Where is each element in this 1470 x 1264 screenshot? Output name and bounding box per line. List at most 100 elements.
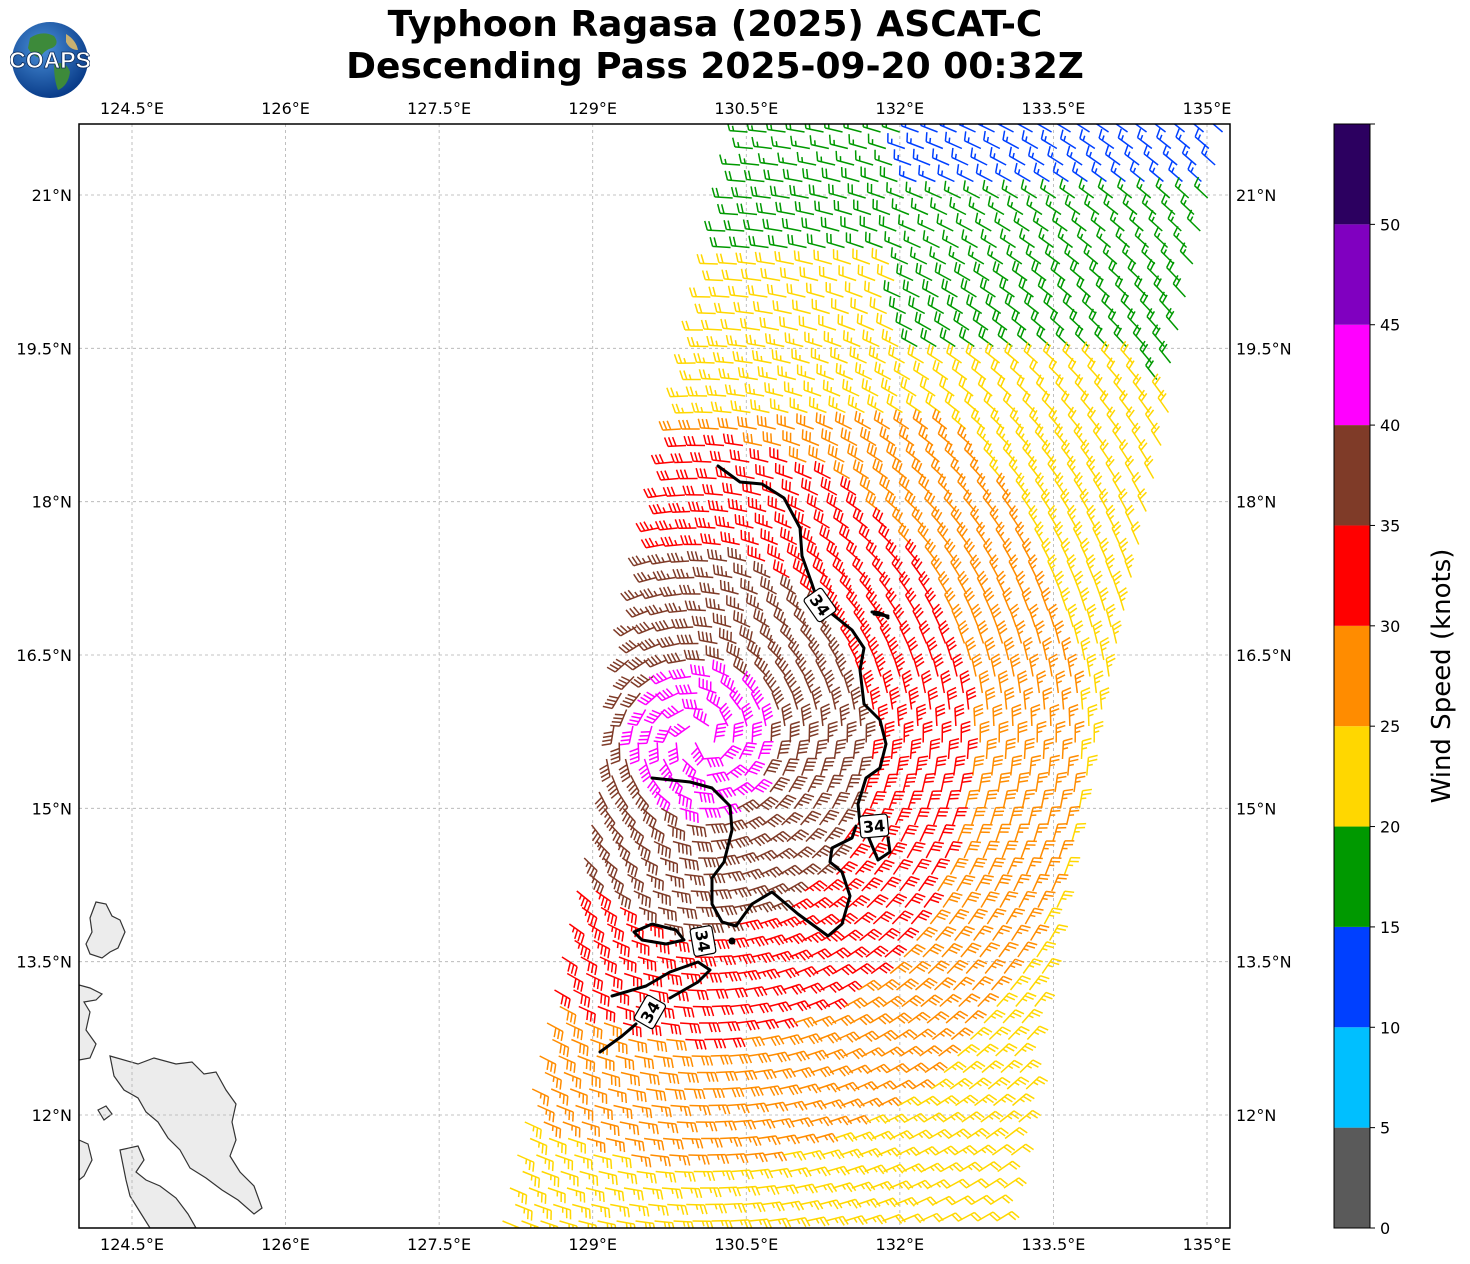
wind-barb bbox=[930, 457, 946, 480]
wind-barb bbox=[1008, 456, 1022, 479]
wind-barb bbox=[1034, 521, 1045, 545]
wind-barb bbox=[948, 908, 970, 925]
wind-barb bbox=[657, 1121, 679, 1134]
wind-barb bbox=[1012, 1093, 1035, 1107]
wind-barb bbox=[923, 892, 945, 908]
wind-barb bbox=[778, 316, 799, 331]
wind-barb bbox=[985, 1127, 1009, 1140]
lon-tick-bottom: 127.5°E bbox=[407, 1235, 471, 1254]
wind-barb bbox=[741, 670, 756, 694]
wind-barb bbox=[734, 1069, 758, 1081]
wind-barb bbox=[794, 461, 812, 480]
wind-barb bbox=[906, 132, 925, 150]
wind-barb bbox=[806, 541, 823, 562]
wind-barb bbox=[771, 349, 791, 364]
wind-barb bbox=[996, 1210, 1020, 1222]
wind-barb bbox=[705, 645, 724, 661]
wind-barb bbox=[724, 1202, 747, 1213]
wind-barb bbox=[621, 808, 636, 831]
wind-barb bbox=[1061, 737, 1073, 760]
wind-barb bbox=[610, 1203, 630, 1218]
wind-barb bbox=[832, 1182, 857, 1193]
wind-barb bbox=[673, 1005, 695, 1018]
wind-barb bbox=[665, 873, 685, 889]
wind-barb bbox=[742, 432, 763, 447]
wind-barb bbox=[951, 408, 967, 430]
wind-barb bbox=[627, 1088, 647, 1103]
wind-barb bbox=[704, 220, 726, 232]
wind-barb bbox=[843, 124, 862, 133]
wind-barb bbox=[1071, 210, 1087, 232]
wind-barb bbox=[980, 228, 997, 249]
wind-barb bbox=[786, 829, 810, 843]
wind-barb bbox=[1093, 373, 1107, 397]
wind-barb bbox=[750, 186, 771, 199]
wind-barb bbox=[1080, 687, 1091, 710]
wind-barb bbox=[949, 857, 969, 875]
wind-barb bbox=[856, 1198, 881, 1209]
wind-barb bbox=[680, 535, 702, 546]
wind-barb bbox=[1022, 439, 1035, 463]
wind-barb bbox=[775, 967, 800, 979]
wind-barb bbox=[771, 686, 785, 710]
wind-barb bbox=[970, 407, 986, 430]
wind-barb bbox=[907, 344, 924, 364]
wind-barb bbox=[1078, 788, 1093, 809]
wind-barb bbox=[1092, 521, 1102, 545]
colorbar-bin bbox=[1334, 124, 1370, 225]
wind-barb bbox=[868, 345, 886, 364]
wind-barb bbox=[813, 460, 831, 480]
wind-barb bbox=[612, 675, 635, 691]
wind-barb bbox=[1050, 260, 1066, 282]
wind-barb bbox=[729, 686, 744, 710]
wind-barb bbox=[1016, 325, 1032, 348]
wind-barb bbox=[1099, 537, 1109, 562]
wind-barb bbox=[1117, 128, 1134, 150]
colorbar-bin bbox=[1334, 1127, 1370, 1228]
wind-barb bbox=[678, 584, 701, 595]
wind-barb bbox=[845, 232, 864, 249]
wind-barb bbox=[743, 816, 767, 830]
wind-barb bbox=[1075, 124, 1090, 133]
wind-barb bbox=[940, 670, 952, 694]
wind-barb bbox=[666, 1038, 687, 1051]
wind-barb bbox=[796, 364, 816, 381]
wind-barb bbox=[1015, 992, 1037, 1007]
wind-barb bbox=[983, 789, 999, 809]
wind-barb bbox=[831, 791, 851, 809]
wind-barb bbox=[946, 1178, 971, 1189]
wind-barb bbox=[947, 738, 960, 760]
wind-barb bbox=[628, 1038, 648, 1054]
wind-barb bbox=[684, 600, 706, 612]
wind-barb bbox=[978, 670, 990, 694]
wind-barb bbox=[823, 124, 843, 133]
wind-barb bbox=[1018, 890, 1037, 908]
wind-barb bbox=[820, 620, 833, 644]
wind-barb bbox=[940, 772, 955, 793]
wind-barb bbox=[741, 702, 754, 727]
wind-barb bbox=[992, 703, 1003, 727]
wind-barb bbox=[1021, 488, 1033, 512]
lat-tick-right: 16.5°N bbox=[1236, 646, 1292, 665]
wind-barb bbox=[672, 1055, 694, 1067]
wind-barb bbox=[987, 857, 1006, 875]
wind-barb bbox=[926, 636, 938, 661]
wind-barb bbox=[1076, 227, 1093, 249]
wind-barb bbox=[1041, 957, 1062, 974]
wind-barb bbox=[942, 891, 963, 908]
wind-barb bbox=[689, 1104, 711, 1116]
wind-barb bbox=[938, 824, 956, 842]
wind-barb bbox=[770, 950, 795, 962]
wind-barb bbox=[753, 654, 769, 678]
wind-barb bbox=[727, 124, 748, 133]
wind-barb bbox=[1064, 243, 1080, 265]
samar-island bbox=[109, 1055, 263, 1215]
wind-barb bbox=[990, 603, 1002, 628]
wind-barb bbox=[859, 620, 872, 644]
wind-barb bbox=[1097, 177, 1114, 199]
lat-tick-right: 15°N bbox=[1236, 799, 1276, 818]
wind-barb bbox=[759, 576, 777, 595]
wind-barb bbox=[859, 928, 883, 942]
wind-barb bbox=[1042, 341, 1058, 364]
wind-barb bbox=[967, 908, 988, 925]
